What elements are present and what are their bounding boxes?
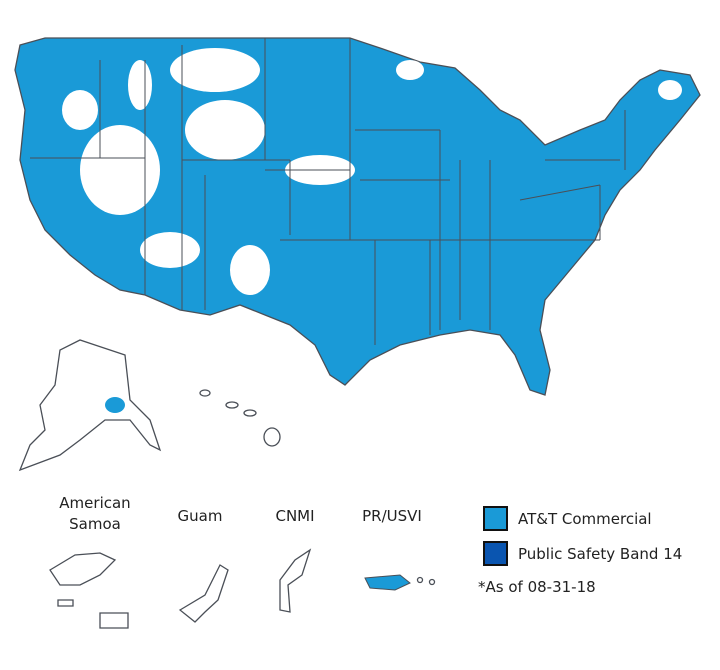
territory-label: American Samoa	[59, 494, 130, 533]
alaska-coverage	[105, 397, 125, 413]
alaska	[18, 339, 162, 472]
date-note: *As of 08-31-18	[478, 578, 596, 596]
territory-label: Guam	[178, 507, 223, 525]
legend-swatch	[483, 541, 508, 566]
territory-label: PR/USVI	[362, 507, 422, 525]
state-borders	[30, 38, 626, 345]
contiguous-us	[14, 37, 701, 396]
territory-label: CNMI	[275, 507, 314, 525]
hawaii	[199, 389, 281, 447]
legend: AT&T Commercial Public Safety Band 14	[483, 506, 682, 566]
legend-label: Public Safety Band 14	[518, 545, 682, 563]
legend-label: AT&T Commercial	[518, 510, 652, 528]
territory-shapes	[49, 548, 436, 629]
legend-swatch	[483, 506, 508, 531]
us-map	[14, 37, 701, 396]
